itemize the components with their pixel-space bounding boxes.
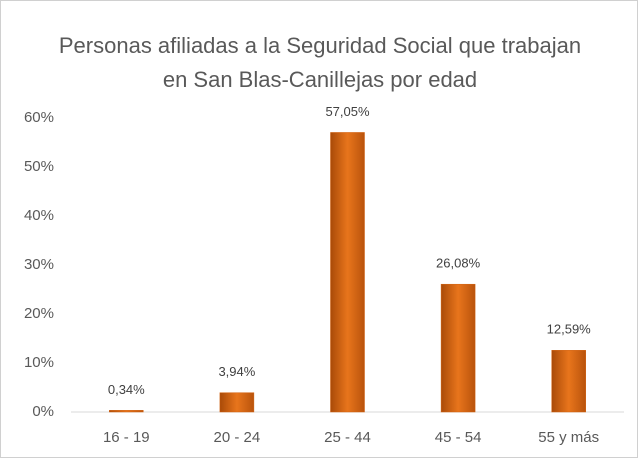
y-tick-label: 0% xyxy=(32,403,54,420)
y-tick-label: 40% xyxy=(24,207,54,224)
bar xyxy=(109,410,144,413)
chart-title: Personas afiliadas a la Seguridad Social… xyxy=(58,33,582,92)
x-tick-label: 45 - 54 xyxy=(435,429,482,446)
y-tick-label: 10% xyxy=(24,354,54,371)
y-tick-label: 60% xyxy=(24,109,54,126)
x-tick-label: 16 - 19 xyxy=(103,429,150,446)
value-label: 3,94% xyxy=(218,364,255,379)
bar xyxy=(330,132,365,413)
value-label: 57,05% xyxy=(325,104,370,119)
x-tick-label: 55 y más xyxy=(538,429,599,446)
value-label: 0,34% xyxy=(108,382,145,397)
bar xyxy=(440,283,476,413)
x-tick-label: 25 - 44 xyxy=(324,429,371,446)
bar xyxy=(219,392,255,413)
value-label: 12,59% xyxy=(547,322,592,337)
y-tick-label: 30% xyxy=(24,256,54,273)
value-label: 26,08% xyxy=(436,256,481,271)
y-tick-label: 50% xyxy=(24,158,54,175)
x-tick-label: 20 - 24 xyxy=(214,429,261,446)
y-tick-label: 20% xyxy=(24,305,54,322)
bar xyxy=(551,350,586,413)
